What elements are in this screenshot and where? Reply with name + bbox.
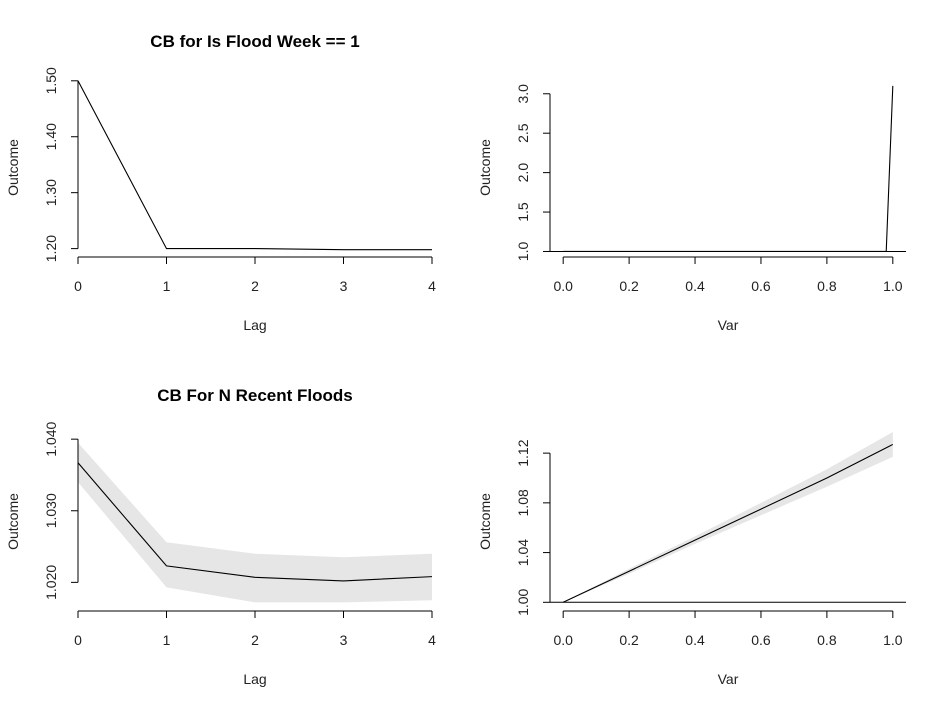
y-axis-label: Outcome — [5, 139, 21, 196]
x-axis-label: Var — [718, 671, 739, 687]
y-tick-label: 1.50 — [43, 67, 59, 94]
y-tick-label: 1.04 — [515, 539, 531, 566]
x-tick-label: 0.0 — [553, 632, 573, 648]
x-tick-label: 0.8 — [817, 278, 837, 294]
chart-title: CB For N Recent Floods — [157, 386, 353, 405]
y-tick-label: 1.030 — [43, 493, 59, 528]
x-tick-label: 0 — [74, 632, 82, 648]
y-axis-label: Outcome — [5, 493, 21, 550]
series-line — [562, 443, 894, 603]
x-tick-label: 0.0 — [553, 278, 573, 294]
y-tick-label: 2.0 — [515, 163, 531, 183]
y-tick-label: 1.0 — [515, 242, 531, 262]
panel-flood-week-var: 0.0 0.2 0.4 0.6 0.8 1.0 1.0 1.5 2.0 2.5 3.0 Var Outc… — [477, 84, 906, 333]
series-line — [77, 80, 432, 251]
y-tick-label: 1.5 — [515, 202, 531, 222]
x-tick-label: 4 — [428, 632, 436, 648]
x-tick-label: 2 — [251, 278, 259, 294]
y-tick-label: 1.00 — [515, 588, 531, 615]
x-tick-label: 0.6 — [751, 278, 771, 294]
y-tick-label: 1.040 — [43, 421, 59, 456]
x-tick-label: 1 — [163, 632, 171, 648]
y-tick-label: 1.08 — [515, 489, 531, 516]
x-tick-label: 4 — [428, 278, 436, 294]
x-tick-label: 0.6 — [751, 632, 771, 648]
panel-recent-floods-lag: 0 1 2 3 4 1.020 1.030 1.040 CB For N Recent Floo… — [5, 386, 436, 687]
panel-recent-floods-var: 0.0 0.2 0.4 0.6 0.8 1.0 1.00 1.04 1.08 1.12 Var Out… — [477, 432, 906, 687]
x-tick-label: 3 — [340, 278, 348, 294]
y-tick-label: 2.5 — [515, 123, 531, 143]
y-axis-label: Outcome — [477, 139, 493, 196]
y-tick-label: 1.020 — [43, 565, 59, 600]
x-tick-label: 0.4 — [685, 632, 705, 648]
y-axis-label: Outcome — [477, 493, 493, 550]
x-tick-label: 0.8 — [817, 632, 837, 648]
confidence-band — [78, 442, 432, 603]
x-tick-label: 1.0 — [883, 278, 903, 294]
x-axis-label: Var — [718, 317, 739, 333]
x-tick-label: 2 — [251, 632, 259, 648]
x-tick-label: 0.2 — [619, 278, 639, 294]
series-line — [77, 462, 433, 582]
x-tick-label: 1 — [163, 278, 171, 294]
x-tick-label: 0 — [74, 278, 82, 294]
x-axis-label: Lag — [243, 671, 266, 687]
y-tick-label: 1.20 — [43, 235, 59, 262]
y-tick-label: 1.40 — [43, 123, 59, 150]
chart-title: CB for Is Flood Week == 1 — [150, 32, 359, 51]
x-tick-label: 3 — [340, 632, 348, 648]
y-tick-label: 1.12 — [515, 439, 531, 466]
x-axis-label: Lag — [243, 317, 266, 333]
y-tick-label: 1.30 — [43, 179, 59, 206]
x-tick-label: 1.0 — [883, 632, 903, 648]
x-tick-label: 0.4 — [685, 278, 705, 294]
x-tick-label: 0.2 — [619, 632, 639, 648]
y-tick-label: 3.0 — [515, 84, 531, 104]
series-line — [563, 85, 894, 253]
panel-flood-week-lag: 0 1 2 3 4 1.20 1.30 1.40 1.50 CB for Is Flood Wee… — [5, 32, 436, 333]
